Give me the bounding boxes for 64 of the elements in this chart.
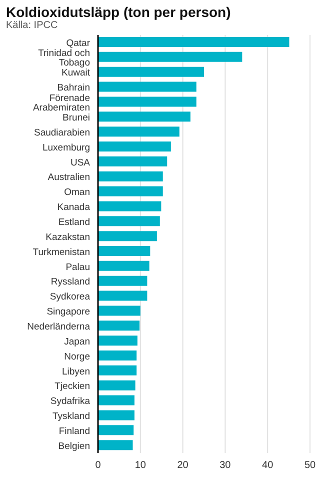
- y-tick-label: Turkmenistan: [32, 246, 90, 258]
- y-tick-label: Tjeckien: [54, 381, 90, 392]
- x-tick-label: 50: [304, 460, 316, 472]
- bar: [98, 380, 136, 390]
- bar: [98, 320, 140, 331]
- chart-title: Koldioxidutsläpp (ton per person): [5, 3, 232, 20]
- bar: [98, 96, 196, 107]
- bar: [98, 425, 134, 436]
- text: Källa: IPCC: [5, 20, 59, 31]
- y-tick-label: Japan: [64, 336, 90, 348]
- y-tick-label: Singapore: [46, 306, 90, 318]
- y-tick-label: Kanada: [57, 202, 91, 214]
- y-tick-label: Australien: [48, 172, 90, 184]
- x-tick-label: 40: [262, 460, 274, 472]
- bar: [98, 37, 290, 47]
- y-tick-label: Luxemburg: [42, 142, 90, 154]
- y-tick-label: Brunei: [62, 112, 90, 124]
- y-tick-label: Oman: [64, 187, 90, 198]
- y-tick-label: Norge: [64, 351, 90, 362]
- x-tick-label: 10: [134, 460, 146, 472]
- y-tick-label: Qatar: [66, 38, 90, 49]
- bar: [98, 246, 150, 256]
- y-tick-label: Kazakstan: [46, 232, 90, 243]
- y-tick-label: Belgien: [58, 440, 90, 452]
- bar: [98, 365, 137, 376]
- bar: [98, 66, 204, 77]
- y-tick-label: Palau: [66, 262, 90, 273]
- bar: [98, 395, 134, 406]
- bar: [98, 440, 133, 450]
- bar: [98, 276, 148, 286]
- bar: [98, 216, 160, 226]
- y-tick-label: Nederländerna: [27, 321, 91, 332]
- bar: [98, 156, 168, 166]
- bar: [98, 112, 190, 122]
- x-tick-label: 30: [220, 460, 232, 472]
- bar: [98, 350, 137, 360]
- bar: [98, 142, 171, 152]
- bar: [98, 306, 140, 316]
- y-tick-label: Saudiarabien: [34, 127, 90, 138]
- bar: [98, 52, 242, 62]
- y-tick-label: Kuwait: [61, 68, 90, 79]
- bar: [98, 260, 150, 271]
- y-tick-label: Finland: [58, 426, 90, 437]
- bar: [98, 126, 180, 137]
- bar: [98, 201, 162, 212]
- y-tick-label: Bahrain: [57, 82, 90, 94]
- bar: [98, 186, 163, 196]
- y-tick-label: Libyen: [62, 366, 90, 378]
- bar: [98, 231, 157, 242]
- y-tick-label: Förenade Arabemiraten: [32, 92, 90, 114]
- bar: [98, 171, 163, 182]
- bar: [98, 336, 138, 346]
- y-tick-label: Trinidad och Tobago: [38, 48, 90, 69]
- x-tick-label: 20: [177, 460, 189, 472]
- y-tick-label: Sydafrika: [50, 396, 91, 408]
- x-tick-label: 0: [95, 460, 102, 472]
- y-tick-label: USA: [70, 157, 91, 168]
- bar: [98, 410, 134, 420]
- bar: [98, 290, 148, 301]
- y-tick-label: Sydkorea: [50, 292, 91, 303]
- y-tick-label: Estland: [58, 216, 90, 228]
- bar: [98, 82, 196, 92]
- y-tick-label: Ryssland: [50, 276, 90, 288]
- y-tick-label: Tyskland: [52, 411, 90, 422]
